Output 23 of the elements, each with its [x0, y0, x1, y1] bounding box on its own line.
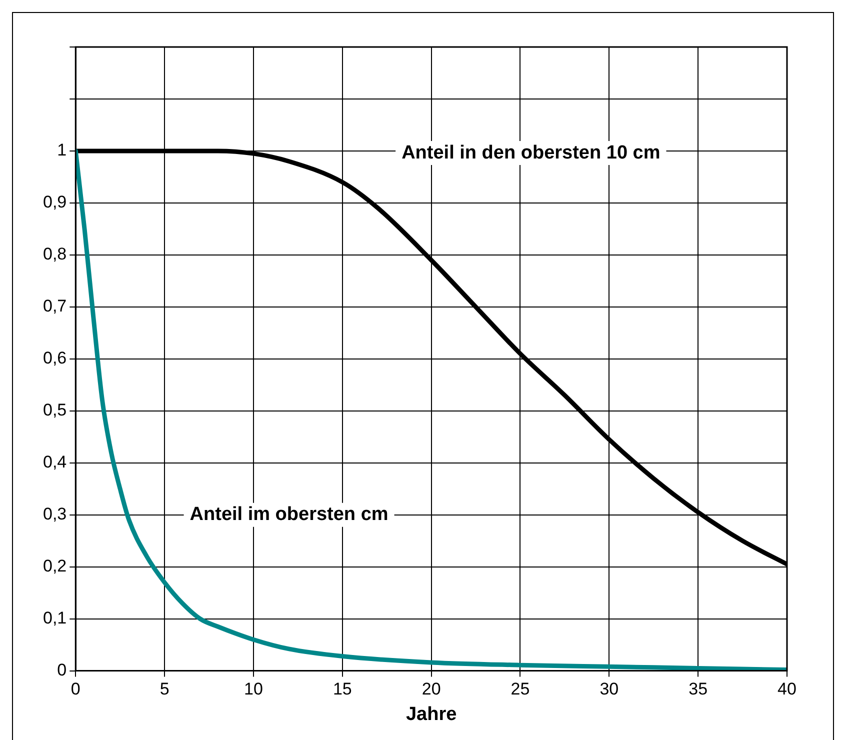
x-tick-label: 15 [332, 680, 352, 699]
x-tick-label: 20 [422, 680, 441, 699]
x-tick-label: 10 [244, 680, 263, 699]
y-tick-label: 0,3 [42, 504, 67, 524]
text: Anteil in den obersten 10 cm [402, 142, 660, 164]
x-tick-label: 0 [70, 680, 80, 699]
x-tick-label: 40 [778, 680, 796, 699]
y-tick-label: 0,8 [42, 244, 67, 264]
x-tick-label: 30 [600, 680, 619, 699]
x-tick-label: 5 [160, 680, 170, 699]
y-tick-label: 0,4 [42, 452, 67, 472]
x-tick-label: 25 [510, 680, 530, 699]
y-tick-label: 1 [57, 140, 67, 160]
y-tick-label: 0,5 [42, 400, 67, 420]
y-tick-label: 0 [57, 660, 67, 680]
y-tick-label: 0,6 [42, 348, 67, 368]
y-tick-label: 0,9 [42, 192, 67, 212]
y-tick-label: 0,2 [42, 556, 67, 576]
x-axis-title: Jahre [406, 704, 457, 725]
text: Anteil im obersten cm [190, 504, 388, 526]
y-tick-label: 0,1 [42, 608, 67, 628]
y-tick-label: 0,7 [42, 296, 67, 316]
x-tick-label: 35 [688, 680, 708, 699]
